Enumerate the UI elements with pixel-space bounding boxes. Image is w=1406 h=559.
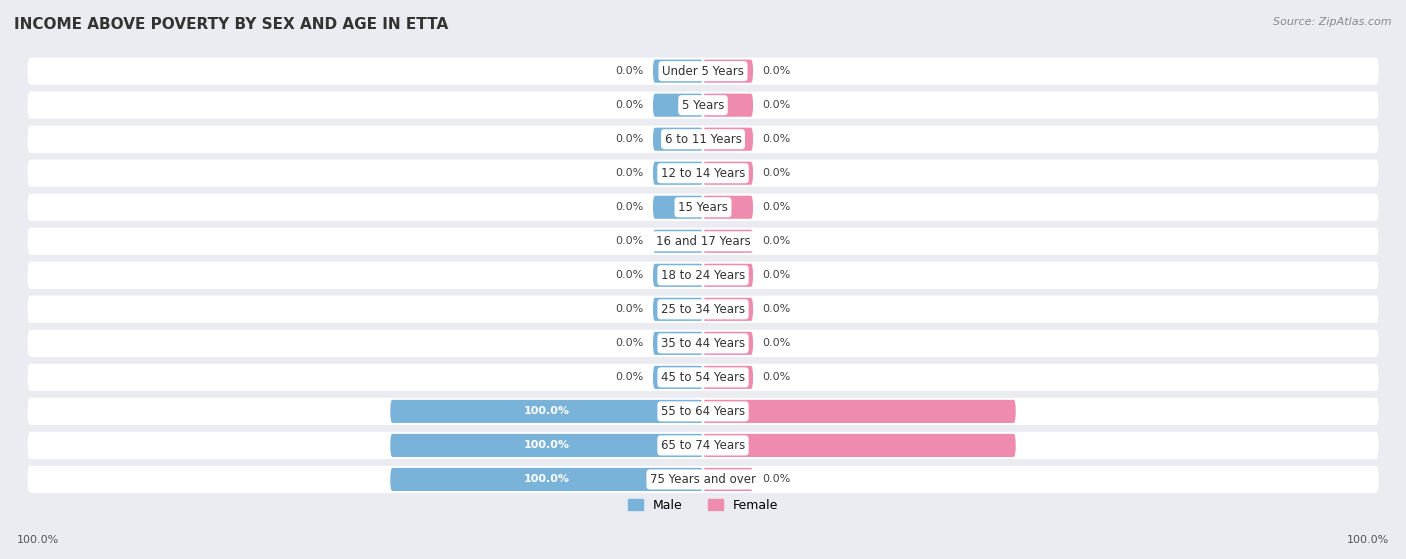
FancyBboxPatch shape <box>21 328 1385 359</box>
FancyBboxPatch shape <box>28 228 1378 255</box>
Text: 6 to 11 Years: 6 to 11 Years <box>665 132 741 146</box>
FancyBboxPatch shape <box>703 468 754 491</box>
Text: 100.0%: 100.0% <box>332 475 378 485</box>
Text: 0.0%: 0.0% <box>762 372 790 382</box>
Text: 0.0%: 0.0% <box>616 271 644 280</box>
FancyBboxPatch shape <box>703 162 754 185</box>
FancyBboxPatch shape <box>21 293 1385 325</box>
FancyBboxPatch shape <box>28 330 1378 357</box>
FancyBboxPatch shape <box>28 432 1378 459</box>
Text: 0.0%: 0.0% <box>762 236 790 247</box>
FancyBboxPatch shape <box>21 123 1385 155</box>
FancyBboxPatch shape <box>703 93 754 117</box>
Text: 0.0%: 0.0% <box>762 66 790 76</box>
FancyBboxPatch shape <box>391 468 703 491</box>
FancyBboxPatch shape <box>652 60 703 83</box>
Text: 0.0%: 0.0% <box>762 168 790 178</box>
FancyBboxPatch shape <box>28 398 1378 425</box>
FancyBboxPatch shape <box>21 429 1385 461</box>
Text: 0.0%: 0.0% <box>762 202 790 212</box>
FancyBboxPatch shape <box>21 89 1385 121</box>
Text: 0.0%: 0.0% <box>616 372 644 382</box>
FancyBboxPatch shape <box>703 366 754 389</box>
FancyBboxPatch shape <box>703 196 754 219</box>
FancyBboxPatch shape <box>703 60 754 83</box>
FancyBboxPatch shape <box>21 395 1385 428</box>
Text: 100.0%: 100.0% <box>523 475 569 485</box>
Text: 100.0%: 100.0% <box>332 440 378 451</box>
Text: 0.0%: 0.0% <box>762 338 790 348</box>
Text: 100.0%: 100.0% <box>1347 535 1389 545</box>
Text: 16 and 17 Years: 16 and 17 Years <box>655 235 751 248</box>
FancyBboxPatch shape <box>28 160 1378 187</box>
FancyBboxPatch shape <box>21 55 1385 87</box>
FancyBboxPatch shape <box>703 434 1015 457</box>
Text: 55 to 64 Years: 55 to 64 Years <box>661 405 745 418</box>
Text: Under 5 Years: Under 5 Years <box>662 65 744 78</box>
FancyBboxPatch shape <box>652 162 703 185</box>
FancyBboxPatch shape <box>21 225 1385 257</box>
FancyBboxPatch shape <box>652 127 703 151</box>
Text: 0.0%: 0.0% <box>616 66 644 76</box>
FancyBboxPatch shape <box>703 127 754 151</box>
FancyBboxPatch shape <box>21 157 1385 189</box>
FancyBboxPatch shape <box>703 298 754 321</box>
FancyBboxPatch shape <box>652 366 703 389</box>
FancyBboxPatch shape <box>703 332 754 355</box>
FancyBboxPatch shape <box>391 400 703 423</box>
FancyBboxPatch shape <box>21 191 1385 223</box>
Text: 0.0%: 0.0% <box>762 134 790 144</box>
Text: 0.0%: 0.0% <box>762 475 790 485</box>
FancyBboxPatch shape <box>21 361 1385 394</box>
Text: 18 to 24 Years: 18 to 24 Years <box>661 269 745 282</box>
FancyBboxPatch shape <box>703 230 754 253</box>
Text: Source: ZipAtlas.com: Source: ZipAtlas.com <box>1274 17 1392 27</box>
FancyBboxPatch shape <box>28 364 1378 391</box>
FancyBboxPatch shape <box>28 296 1378 323</box>
Text: 35 to 44 Years: 35 to 44 Years <box>661 337 745 350</box>
FancyBboxPatch shape <box>652 93 703 117</box>
FancyBboxPatch shape <box>28 466 1378 493</box>
Text: 0.0%: 0.0% <box>616 134 644 144</box>
FancyBboxPatch shape <box>703 400 1015 423</box>
Text: 0.0%: 0.0% <box>762 100 790 110</box>
Text: 100.0%: 100.0% <box>17 535 59 545</box>
Text: 0.0%: 0.0% <box>616 236 644 247</box>
Text: 0.0%: 0.0% <box>762 304 790 314</box>
FancyBboxPatch shape <box>391 434 703 457</box>
Text: 15 Years: 15 Years <box>678 201 728 214</box>
Text: 0.0%: 0.0% <box>616 202 644 212</box>
Text: 100.0%: 100.0% <box>523 406 569 416</box>
Text: 0.0%: 0.0% <box>616 338 644 348</box>
Text: 12 to 14 Years: 12 to 14 Years <box>661 167 745 180</box>
Text: 100.0%: 100.0% <box>1028 440 1074 451</box>
Text: 0.0%: 0.0% <box>762 271 790 280</box>
Text: 100.0%: 100.0% <box>332 406 378 416</box>
FancyBboxPatch shape <box>21 259 1385 291</box>
FancyBboxPatch shape <box>28 58 1378 85</box>
Legend: Male, Female: Male, Female <box>623 494 783 517</box>
Text: INCOME ABOVE POVERTY BY SEX AND AGE IN ETTA: INCOME ABOVE POVERTY BY SEX AND AGE IN E… <box>14 17 449 32</box>
Text: 65 to 74 Years: 65 to 74 Years <box>661 439 745 452</box>
FancyBboxPatch shape <box>28 262 1378 289</box>
Text: 45 to 54 Years: 45 to 54 Years <box>661 371 745 384</box>
FancyBboxPatch shape <box>28 126 1378 153</box>
FancyBboxPatch shape <box>652 230 703 253</box>
Text: 100.0%: 100.0% <box>1028 406 1074 416</box>
FancyBboxPatch shape <box>28 193 1378 221</box>
Text: 25 to 34 Years: 25 to 34 Years <box>661 303 745 316</box>
FancyBboxPatch shape <box>21 463 1385 495</box>
Text: 0.0%: 0.0% <box>616 100 644 110</box>
FancyBboxPatch shape <box>28 92 1378 119</box>
Text: 100.0%: 100.0% <box>523 440 569 451</box>
Text: 75 Years and over: 75 Years and over <box>650 473 756 486</box>
FancyBboxPatch shape <box>703 264 754 287</box>
FancyBboxPatch shape <box>652 196 703 219</box>
FancyBboxPatch shape <box>652 264 703 287</box>
Text: 5 Years: 5 Years <box>682 99 724 112</box>
Text: 0.0%: 0.0% <box>616 304 644 314</box>
FancyBboxPatch shape <box>652 298 703 321</box>
FancyBboxPatch shape <box>652 332 703 355</box>
Text: 0.0%: 0.0% <box>616 168 644 178</box>
